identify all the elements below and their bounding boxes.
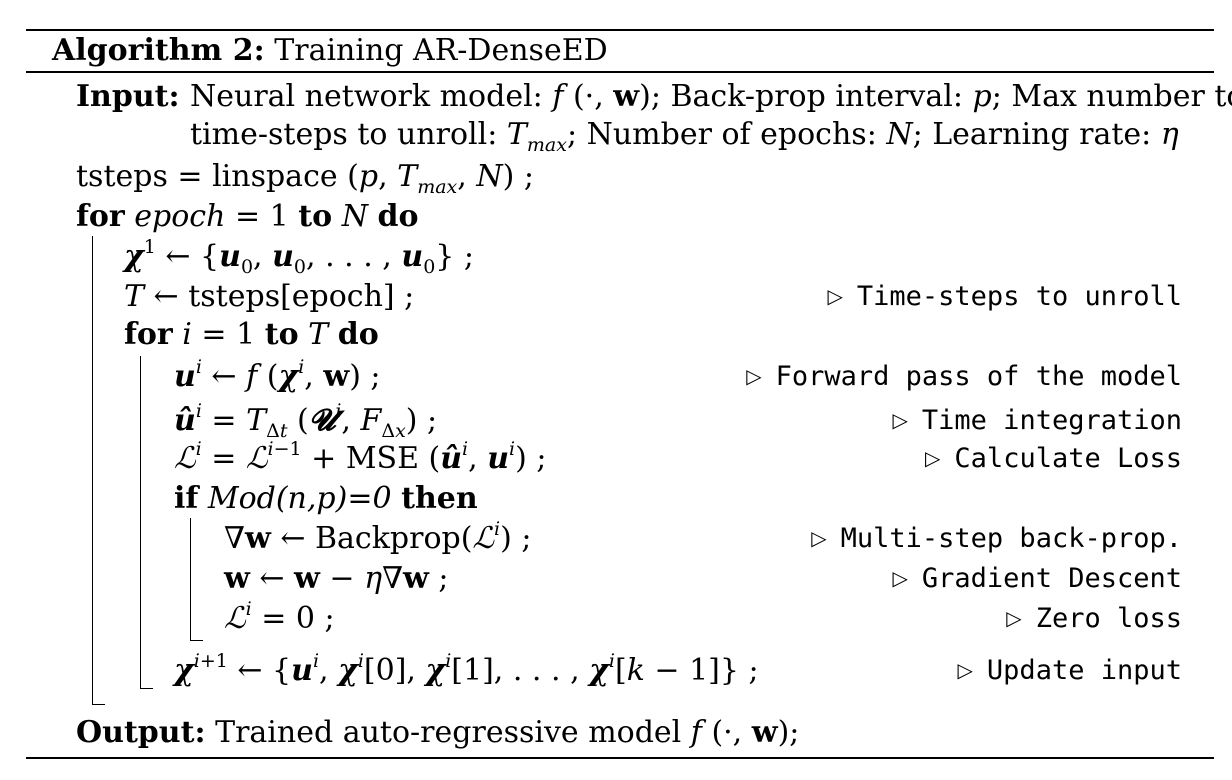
comment-triangle-icon: ▷	[892, 566, 908, 590]
algorithm-header: Algorithm 2: Training AR-DenseED	[52, 34, 608, 68]
header-rule	[26, 71, 1214, 73]
comment-triangle-icon: ▷	[1006, 606, 1022, 630]
step-time-integration: ûi = TΔt (𝓤i, FΔx) ;	[174, 400, 438, 442]
step-loss: ℒi = ℒi−1 + MSE (ûi, ui) ;	[174, 438, 547, 476]
comment-triangle-icon: ▷	[827, 284, 843, 308]
comment-time-steps: ▷ Time-steps to unroll	[827, 281, 1183, 312]
output-label: Output:	[76, 715, 206, 750]
input-line-1: Neural network model: f (·, w); Back-pro…	[190, 79, 1232, 114]
bottom-rule	[26, 757, 1214, 759]
comment-gradient-descent: ▷ Gradient Descent	[892, 563, 1182, 594]
output-line: Output: Trained auto-regressive model f …	[76, 715, 800, 750]
comment-triangle-icon: ▷	[957, 658, 973, 682]
input-line-2: time-steps to unroll: Tmax; Number of ep…	[190, 117, 1179, 156]
step-forward: ui ← f (χi, w) ;	[174, 356, 381, 394]
step-init-chi: χ1 ← {u0, u0, . . . , u0} ;	[124, 236, 475, 278]
algorithm-title: Training AR-DenseED	[274, 33, 608, 68]
step-update-input: χi+1 ← {ui, χi[0], χi[1], . . . , χi[k −…	[174, 650, 759, 688]
block-bar-i-loop	[140, 356, 153, 689]
algorithm-label: Algorithm 2:	[52, 33, 265, 68]
comment-zero-loss: ▷ Zero loss	[1006, 603, 1182, 634]
comment-multi-step-backprop: ▷ Multi-step back-prop.	[811, 523, 1182, 554]
comment-time-integration: ▷ Time integration	[892, 405, 1182, 436]
step-set-T: T ← tsteps[epoch] ;	[124, 279, 415, 314]
step-gradient-descent: w ← w − η∇w ;	[224, 561, 449, 596]
input-label: Input:	[76, 79, 180, 114]
step-backprop: ∇w ← Backprop(ℒi) ;	[224, 518, 532, 556]
block-bar-epoch-loop	[92, 236, 105, 705]
comment-forward-pass: ▷ Forward pass of the model	[746, 361, 1182, 392]
comment-triangle-icon: ▷	[892, 408, 908, 432]
step-tsteps: tsteps = linspace (p, Tmax, N) ;	[76, 159, 534, 198]
step-for-epoch: for epoch = 1 to N do	[76, 199, 419, 234]
step-zero-loss: ℒi = 0 ;	[224, 598, 335, 636]
top-rule	[26, 29, 1214, 31]
step-if-mod: if Mod(n,p)=0 then	[174, 481, 478, 516]
comment-triangle-icon: ▷	[811, 526, 827, 550]
comment-triangle-icon: ▷	[925, 446, 941, 470]
block-bar-if	[190, 518, 203, 641]
comment-update-input: ▷ Update input	[957, 655, 1182, 686]
comment-calculate-loss: ▷ Calculate Loss	[925, 443, 1182, 474]
comment-triangle-icon: ▷	[746, 364, 762, 388]
step-for-i: for i = 1 to T do	[124, 317, 379, 352]
